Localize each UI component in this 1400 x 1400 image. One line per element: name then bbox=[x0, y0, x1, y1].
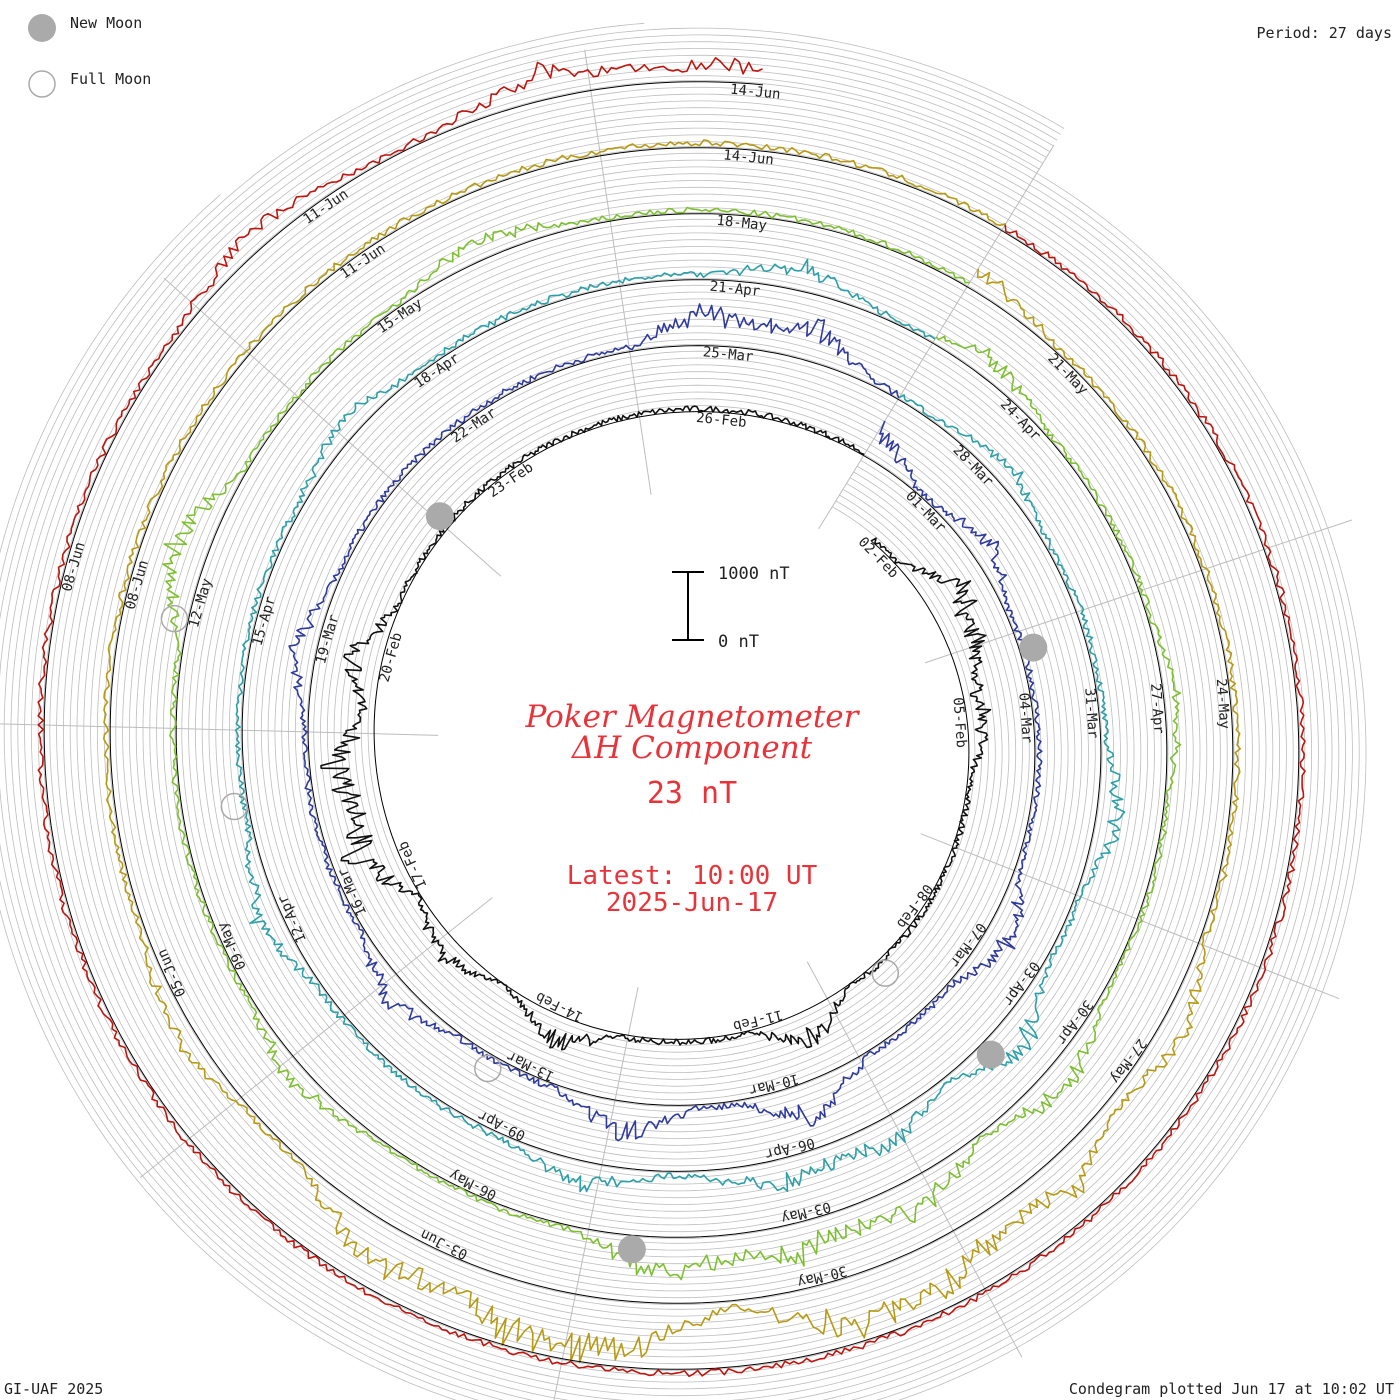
date-label: 14-Jun bbox=[729, 82, 781, 103]
series-trace-6 bbox=[37, 57, 1306, 1378]
series-trace-3 bbox=[234, 258, 1126, 1193]
grid-spiral bbox=[0, 34, 1346, 1400]
grid-spiral bbox=[0, 27, 1353, 1400]
new-moon-marker bbox=[425, 502, 454, 531]
chart-title: Poker Magnetometer bbox=[525, 699, 861, 735]
date-label: 20-Feb bbox=[377, 631, 406, 684]
date-label: 18-May bbox=[716, 213, 768, 234]
date-label: 21-Apr bbox=[709, 279, 761, 300]
date-label: 14-Jun bbox=[723, 147, 775, 168]
date-label: 12-May bbox=[186, 577, 215, 630]
date-label: 06-May bbox=[447, 1166, 499, 1202]
date-label: 14-Feb bbox=[533, 988, 585, 1024]
latest-date: 2025-Jun-17 bbox=[606, 888, 778, 918]
moon-markers bbox=[160, 502, 1048, 1264]
current-value: 23 nT bbox=[647, 776, 737, 811]
full-moon-marker bbox=[160, 604, 189, 633]
baseline-spiral bbox=[241, 279, 1102, 1172]
new-moon-marker bbox=[976, 1040, 1005, 1069]
date-label: 11-Feb bbox=[731, 1006, 784, 1034]
scale-bar-top-label: 1000 nT bbox=[718, 564, 790, 584]
date-label: 05-Feb bbox=[950, 697, 970, 749]
period-label: Period: 27 days bbox=[1257, 24, 1392, 42]
date-label: 04-Mar bbox=[1015, 692, 1035, 744]
new-moon-marker bbox=[1019, 633, 1048, 662]
date-label: 08-Jun bbox=[59, 540, 88, 593]
series-layer bbox=[37, 57, 1306, 1378]
full-moon-marker bbox=[871, 959, 900, 987]
footer-plot-time: Condegram plotted Jun 17 at 10:02 UT bbox=[1069, 1380, 1394, 1398]
date-label: 25-Mar bbox=[702, 344, 754, 365]
footer-credit: GI-UAF 2025 bbox=[4, 1380, 103, 1398]
baseline-spiral bbox=[109, 147, 1234, 1304]
date-label: 07-Mar bbox=[946, 919, 989, 969]
date-label: 22-Mar bbox=[449, 405, 500, 447]
series-trace-2 bbox=[288, 303, 1043, 1142]
grid-spiral bbox=[24, 61, 1319, 1390]
latest-time: Latest: 10:00 UT bbox=[567, 861, 818, 891]
grid-spiral bbox=[10, 48, 1333, 1400]
grid-spoke bbox=[139, 897, 493, 1179]
full-moon-marker bbox=[220, 792, 249, 821]
series-trace-5 bbox=[103, 139, 1241, 1364]
baseline-spiral bbox=[307, 345, 1036, 1106]
date-label: 24-May bbox=[1213, 678, 1233, 730]
date-label: 31-Mar bbox=[1081, 687, 1101, 739]
date-label: 19-Mar bbox=[313, 613, 342, 666]
baseline-spiral bbox=[43, 81, 1300, 1370]
new-moon-marker bbox=[617, 1235, 646, 1264]
date-label: 27-Apr bbox=[1147, 683, 1167, 735]
full-moon-legend-icon bbox=[28, 70, 56, 98]
new-moon-legend-icon bbox=[28, 14, 56, 42]
series-trace-1 bbox=[320, 405, 992, 1051]
full-moon-legend-label: Full Moon bbox=[70, 70, 151, 88]
new-moon-legend-label: New Moon bbox=[70, 14, 142, 32]
grid-spiral bbox=[0, 22, 1360, 1400]
date-label: 30-Apr bbox=[1053, 997, 1096, 1047]
date-label: 15-Apr bbox=[250, 595, 279, 648]
grid-spoke bbox=[584, 49, 652, 495]
date-label: 15-May bbox=[375, 295, 426, 337]
scale-bar-bottom-label: 0 nT bbox=[718, 632, 759, 652]
date-label: 11-Jun bbox=[301, 186, 352, 228]
chart-subtitle: ΔH Component bbox=[571, 730, 813, 766]
series-trace-4 bbox=[162, 206, 1182, 1281]
grid-spoke bbox=[0, 723, 439, 736]
date-label: 11-Jun bbox=[338, 241, 389, 283]
grid-spiral bbox=[17, 54, 1326, 1397]
grid-spoke bbox=[553, 986, 639, 1400]
spiral-grid bbox=[0, 22, 1367, 1400]
grid-spiral bbox=[31, 68, 1312, 1383]
date-label: 26-Feb bbox=[695, 410, 747, 431]
baseline-spiral bbox=[175, 213, 1168, 1238]
full-moon-marker bbox=[474, 1054, 502, 1083]
